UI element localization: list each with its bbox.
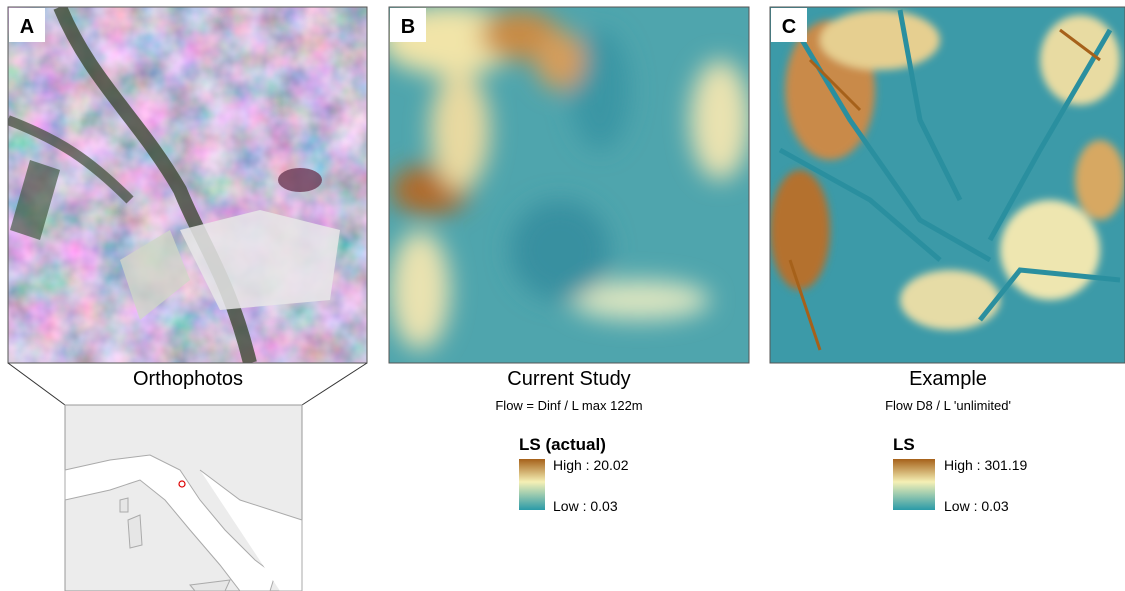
connector: [302, 363, 367, 405]
panel-title: Orthophotos: [133, 368, 243, 390]
legend-high: High : 301.19: [944, 457, 1027, 473]
legend-low: Low : 0.03: [944, 498, 1009, 514]
inset-map: [65, 405, 302, 591]
panel-title: Current Study: [507, 368, 630, 390]
ls-raster-c: [770, 7, 1125, 363]
panel-letter: B: [401, 16, 415, 38]
panel-subtitle: Flow = Dinf / L max 122m: [495, 398, 642, 413]
panel-letter: C: [782, 16, 796, 38]
connector: [8, 363, 65, 405]
legend-ramp: [519, 459, 545, 510]
legend-high: High : 20.02: [553, 457, 629, 473]
legend-title: LS (actual): [519, 435, 606, 454]
ls-raster-b: [380, 5, 750, 363]
legend-low: Low : 0.03: [553, 498, 618, 514]
panel-letter: A: [20, 16, 34, 38]
figure: A B C Orthophotos Current Study Flow = D…: [0, 0, 1125, 591]
orthophoto: [8, 7, 367, 363]
legend-title: LS: [893, 435, 915, 454]
legend-ramp: [893, 459, 935, 510]
panel-subtitle: Flow D8 / L 'unlimited': [885, 398, 1011, 413]
panel-title: Example: [909, 368, 987, 390]
